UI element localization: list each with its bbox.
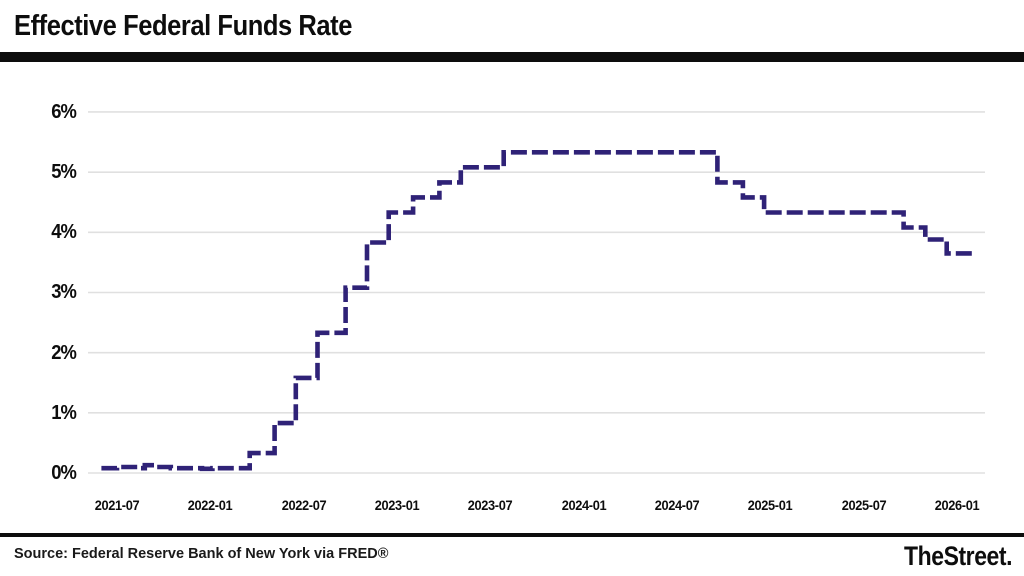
source-note: Source: Federal Reserve Bank of New York…	[14, 546, 389, 562]
x-tick-label: 2026-01	[934, 498, 980, 513]
x-tick-label: 2021-07	[94, 498, 140, 513]
y-tick-label: 6%	[51, 100, 77, 123]
y-tick-label: 0%	[51, 462, 77, 484]
title-divider	[0, 52, 1024, 62]
rate-step-line	[101, 150, 973, 472]
y-tick-label: 1%	[51, 401, 77, 424]
x-tick-label: 2022-01	[188, 498, 233, 513]
page-title: Effective Federal Funds Rate	[14, 10, 352, 42]
x-tick-label: 2024-01	[561, 498, 607, 513]
x-tick-label: 2024-07	[654, 498, 700, 513]
x-tick-label: 2023-01	[374, 498, 420, 513]
gridlines	[88, 111, 985, 474]
x-tick-label: 2025-07	[841, 498, 887, 513]
y-tick-label: 3%	[51, 281, 77, 304]
x-tick-label: 2023-07	[468, 498, 513, 513]
x-tick-label: 2022-07	[281, 498, 326, 513]
x-tick-label: 2025-01	[748, 498, 793, 513]
y-tick-label: 2%	[51, 341, 77, 364]
y-tick-label: 5%	[51, 161, 77, 184]
y-tick-label: 4%	[51, 221, 77, 244]
thestreet-logo: TheStreet.	[904, 541, 1012, 571]
footer-divider	[0, 533, 1024, 537]
